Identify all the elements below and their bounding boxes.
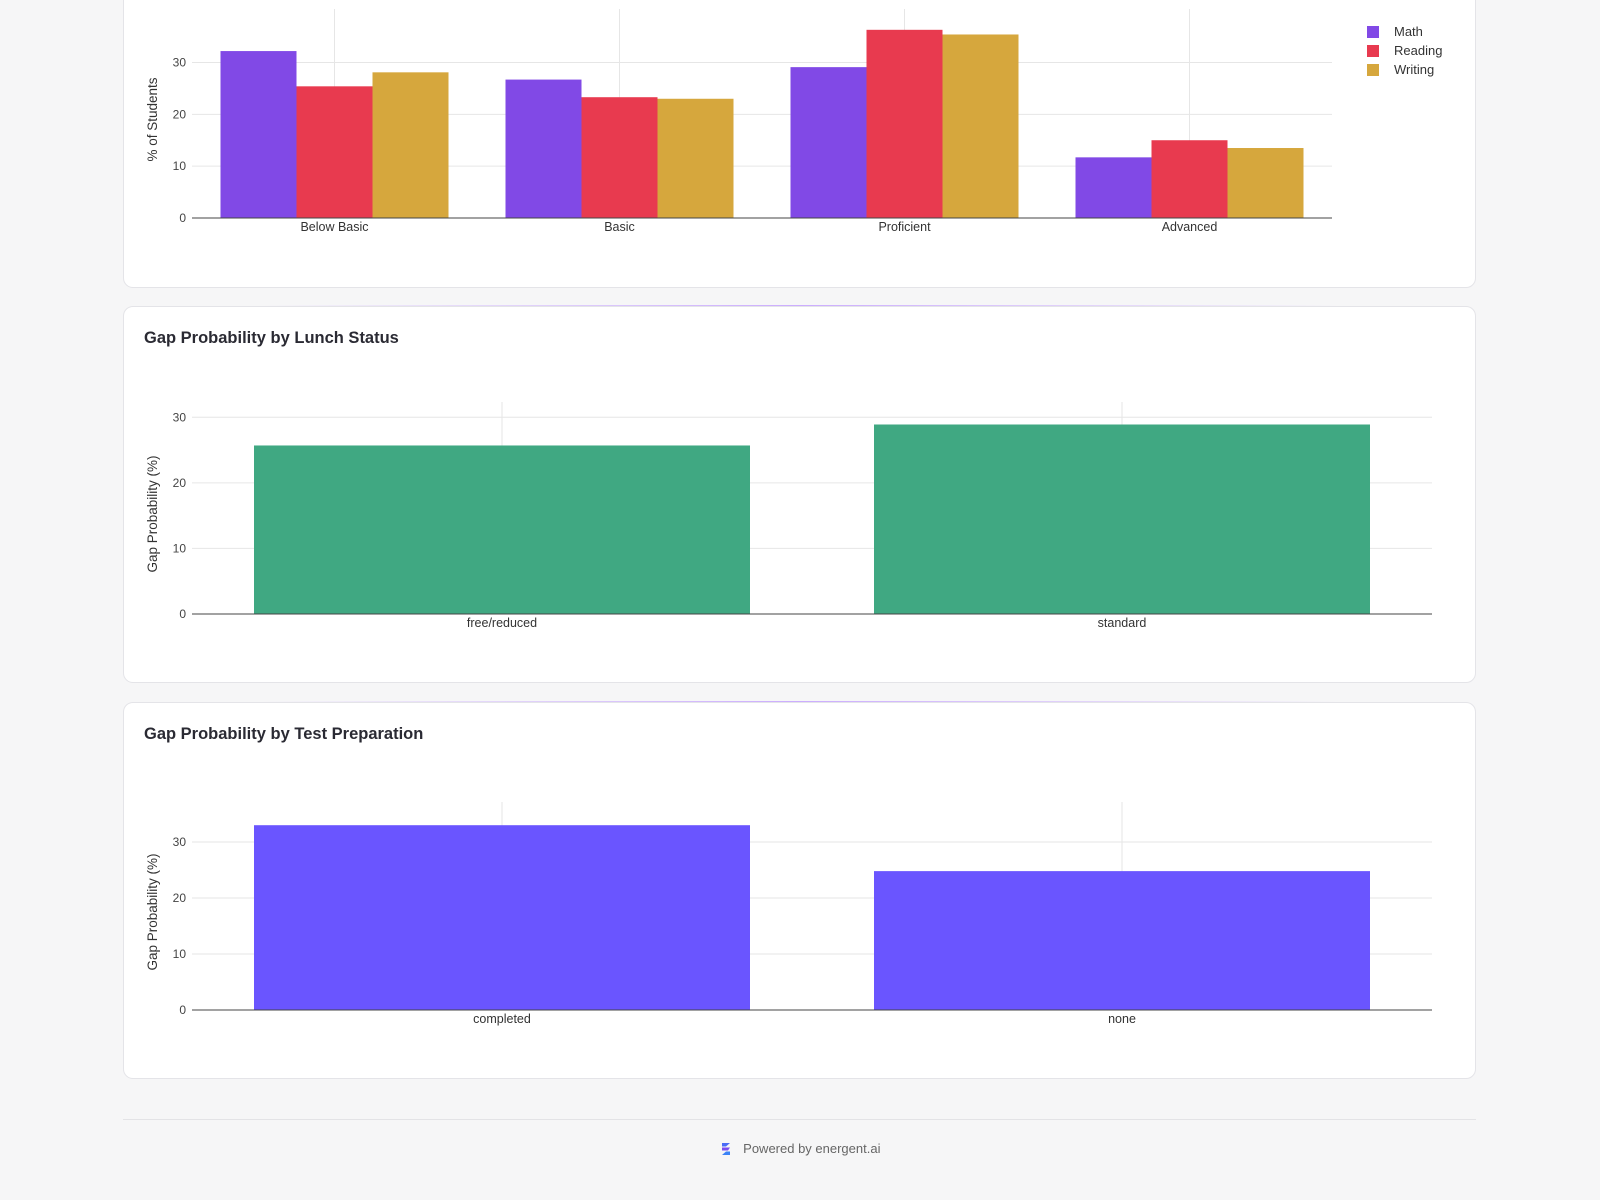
chart-card-lunch-status: Gap Probability by Lunch Status 0 10 20 30 f… — [123, 306, 1476, 683]
y-tick-label: 10 — [173, 159, 187, 173]
energent-logo-icon — [721, 1142, 730, 1155]
x-tick-label: free/reduced — [467, 616, 537, 630]
x-tick-label: Proficient — [878, 220, 931, 234]
chart-card-test-preparation: Gap Probability by Test Preparation 0 10 2… — [123, 702, 1476, 1079]
bar-math-proficient — [790, 67, 867, 219]
bar-math-below-basic — [220, 51, 297, 218]
y-tick-label: 20 — [173, 107, 187, 121]
bar-math-basic — [505, 79, 582, 219]
legend-label-writing: Writing — [1394, 62, 1434, 77]
y-tick-label: 30 — [173, 410, 187, 424]
bar-value-none — [874, 871, 1370, 1010]
x-tick-label: Basic — [604, 220, 635, 234]
chart-card-score-distribution: 0 10 20 30 Below Basic Basic Proficient Advance… — [123, 0, 1476, 288]
y-tick-label: 30 — [173, 55, 187, 69]
bar-writing-advanced — [1227, 148, 1304, 218]
legend-label-reading: Reading — [1394, 43, 1442, 58]
y-tick-label: 20 — [173, 891, 187, 905]
y-tick-label: 10 — [173, 541, 187, 555]
y-tick-label: 10 — [173, 947, 187, 961]
x-tick-label: standard — [1098, 616, 1147, 630]
x-tick-label: completed — [473, 1012, 531, 1026]
test-preparation-bar-chart: 0 10 20 30 completed none Gap Probability (%) — [145, 802, 1432, 1026]
x-tick-label: Below Basic — [300, 220, 368, 234]
bar-writing-basic — [657, 98, 734, 218]
chart-title-lunch-status: Gap Probability by Lunch Status — [144, 329, 399, 347]
y-tick-label: 0 — [179, 211, 186, 225]
legend-swatch-reading — [1367, 45, 1379, 57]
y-tick-label: 30 — [173, 835, 187, 849]
bar-reading-advanced — [1151, 140, 1228, 218]
bar-reading-proficient — [866, 29, 943, 218]
footer-divider — [123, 1119, 1476, 1120]
legend-swatch-writing — [1367, 64, 1379, 76]
y-axis-title: Gap Probability (%) — [145, 455, 160, 572]
bar-reading-below-basic — [296, 86, 373, 219]
x-tick-label: Advanced — [1162, 220, 1218, 234]
x-tick-label: none — [1108, 1012, 1136, 1026]
footer-powered-by-text: Powered by energent.ai — [743, 1141, 881, 1157]
lunch-status-bar-chart: 0 10 20 30 free/reduced standard Gap Probabili… — [145, 402, 1432, 630]
y-axis-title: Gap Probability (%) — [145, 853, 160, 970]
y-tick-label: 0 — [179, 1003, 186, 1017]
bar-writing-below-basic — [372, 72, 449, 218]
grouped-bar-chart: 0 10 20 30 Below Basic Basic Proficient Advance… — [145, 9, 1442, 234]
footer: Powered by energent.ai — [0, 1140, 1600, 1156]
chart-title-test-preparation: Gap Probability by Test Preparation — [144, 725, 424, 743]
y-tick-label: 0 — [179, 607, 186, 621]
bar-reading-basic — [581, 97, 658, 218]
legend-swatch-math — [1367, 26, 1379, 38]
bar-writing-proficient — [942, 34, 1019, 219]
y-tick-label: 20 — [173, 476, 187, 490]
bar-value-free-reduced — [254, 445, 750, 614]
bar-math-advanced — [1075, 157, 1152, 218]
bar-value-standard — [874, 424, 1370, 614]
legend-label-math: Math — [1394, 24, 1423, 39]
bar-value-completed — [254, 825, 750, 1010]
y-axis-title: % of Students — [145, 77, 160, 161]
